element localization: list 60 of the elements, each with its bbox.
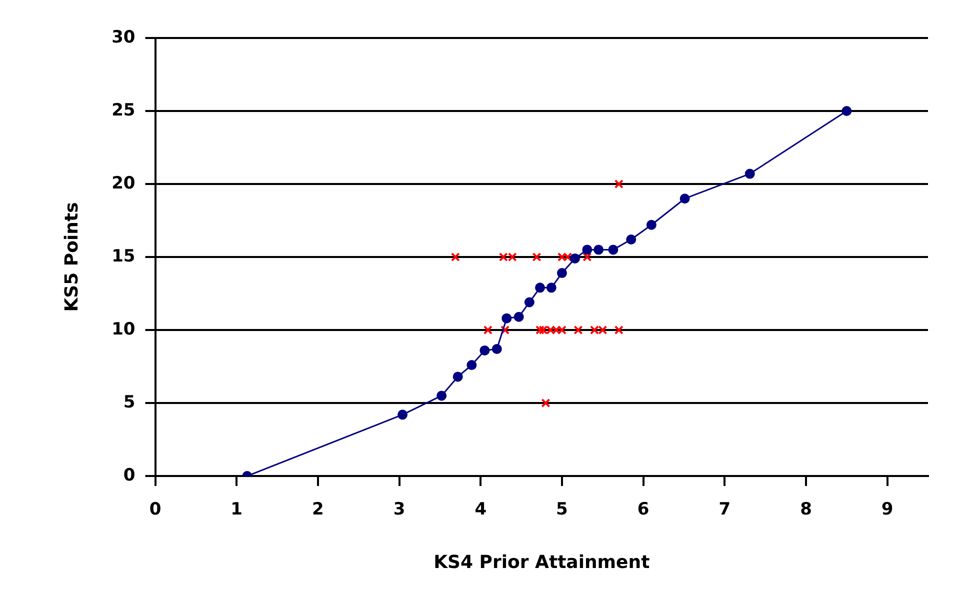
point [557, 252, 566, 262]
point [556, 268, 567, 278]
point [452, 372, 463, 382]
point [680, 194, 690, 204]
point [557, 325, 566, 335]
x-tick-label: 8 [800, 500, 812, 520]
y-tick-label: 0 [123, 465, 136, 486]
y-tick-label: 5 [123, 392, 136, 412]
point [535, 325, 545, 335]
point [546, 325, 556, 335]
point [502, 313, 512, 324]
point [524, 297, 534, 308]
y-tick-label: 30 [112, 27, 136, 48]
point [500, 325, 510, 335]
point [614, 179, 624, 189]
x-tick-label: 7 [718, 500, 731, 520]
point [590, 325, 600, 335]
y-axis-title: KS5 Points [61, 202, 82, 312]
point [538, 325, 548, 335]
point [646, 220, 656, 230]
y-tick-label: 20 [112, 173, 136, 194]
point [614, 325, 624, 335]
point [532, 252, 542, 262]
point [582, 244, 592, 255]
point [608, 244, 618, 255]
x-tick-label: 9 [881, 500, 894, 520]
x-tick-label: 4 [474, 500, 487, 520]
x-tick-label: 6 [637, 500, 650, 520]
point [480, 345, 490, 356]
point [466, 360, 477, 370]
point [563, 252, 572, 262]
point [535, 282, 545, 293]
point [450, 252, 460, 262]
y-tick-label: 25 [112, 100, 136, 120]
point [582, 252, 592, 262]
x-tick-label: 0 [149, 500, 162, 520]
point [541, 398, 550, 408]
point [492, 344, 502, 354]
point [598, 325, 608, 335]
x-axis-title: KS4 Prior Attainment [434, 552, 650, 573]
y-tick-label: 15 [112, 246, 136, 266]
point [744, 168, 755, 179]
x-tick-label: 2 [312, 500, 324, 520]
point [398, 410, 408, 420]
point [483, 325, 492, 335]
x-tick-label: 3 [393, 500, 406, 520]
point [574, 325, 583, 335]
x-tick-label: 1 [230, 500, 243, 520]
point [842, 106, 852, 116]
point [436, 390, 447, 401]
point [546, 282, 556, 293]
point [570, 253, 580, 264]
point [552, 325, 561, 335]
point [508, 252, 517, 262]
x-tick-label: 5 [556, 500, 568, 520]
point [594, 244, 604, 255]
point [498, 252, 508, 262]
point [514, 312, 524, 322]
point [626, 234, 636, 244]
y-tick-label: 10 [112, 319, 136, 340]
